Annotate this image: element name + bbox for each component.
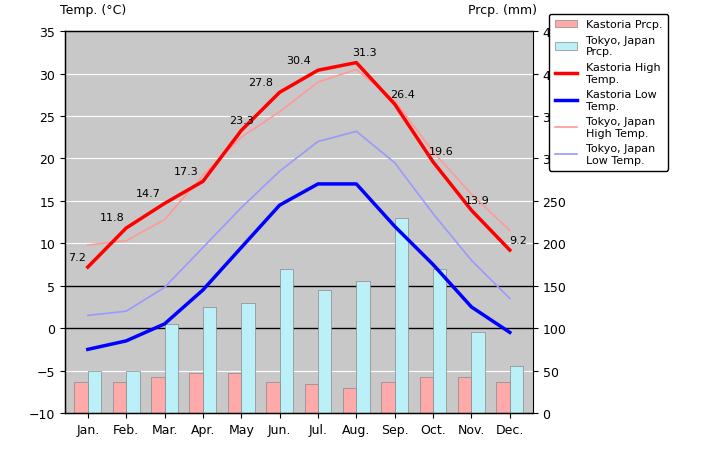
Bar	[382, 383, 395, 413]
Bar	[228, 373, 241, 413]
Text: 17.3: 17.3	[174, 167, 199, 176]
Text: 13.9: 13.9	[464, 195, 490, 205]
Text: 14.7: 14.7	[135, 189, 161, 198]
Text: 26.4: 26.4	[390, 90, 415, 100]
Bar	[420, 378, 433, 413]
Text: Temp. (°C): Temp. (°C)	[60, 4, 127, 17]
Bar	[305, 384, 318, 413]
Bar	[356, 282, 370, 413]
Legend: Kastoria Prcp., Tokyo, Japan
Prcp., Kastoria High
Temp., Kastoria Low
Temp., Tok: Kastoria Prcp., Tokyo, Japan Prcp., Kast…	[549, 15, 668, 171]
Bar	[113, 383, 126, 413]
Bar	[151, 378, 165, 413]
Bar	[203, 307, 216, 413]
Bar	[74, 383, 88, 413]
Bar	[510, 367, 523, 413]
Bar	[189, 373, 203, 413]
Text: Prcp. (mm): Prcp. (mm)	[469, 4, 537, 17]
Text: 27.8: 27.8	[248, 78, 273, 88]
Bar	[88, 371, 102, 413]
Bar	[165, 324, 178, 413]
Text: 11.8: 11.8	[100, 213, 125, 223]
Bar	[279, 269, 293, 413]
Text: 30.4: 30.4	[286, 56, 311, 66]
Text: 31.3: 31.3	[352, 48, 377, 58]
Bar	[126, 371, 140, 413]
Text: 19.6: 19.6	[429, 147, 454, 157]
Text: 23.3: 23.3	[229, 116, 253, 126]
Bar	[343, 389, 356, 413]
Bar	[433, 269, 446, 413]
Bar	[395, 218, 408, 413]
Bar	[318, 291, 331, 413]
Bar	[241, 303, 255, 413]
Bar	[472, 333, 485, 413]
Text: 7.2: 7.2	[68, 252, 86, 262]
Bar	[496, 383, 510, 413]
Bar	[458, 378, 472, 413]
Text: 9.2: 9.2	[509, 235, 527, 245]
Bar	[266, 383, 279, 413]
